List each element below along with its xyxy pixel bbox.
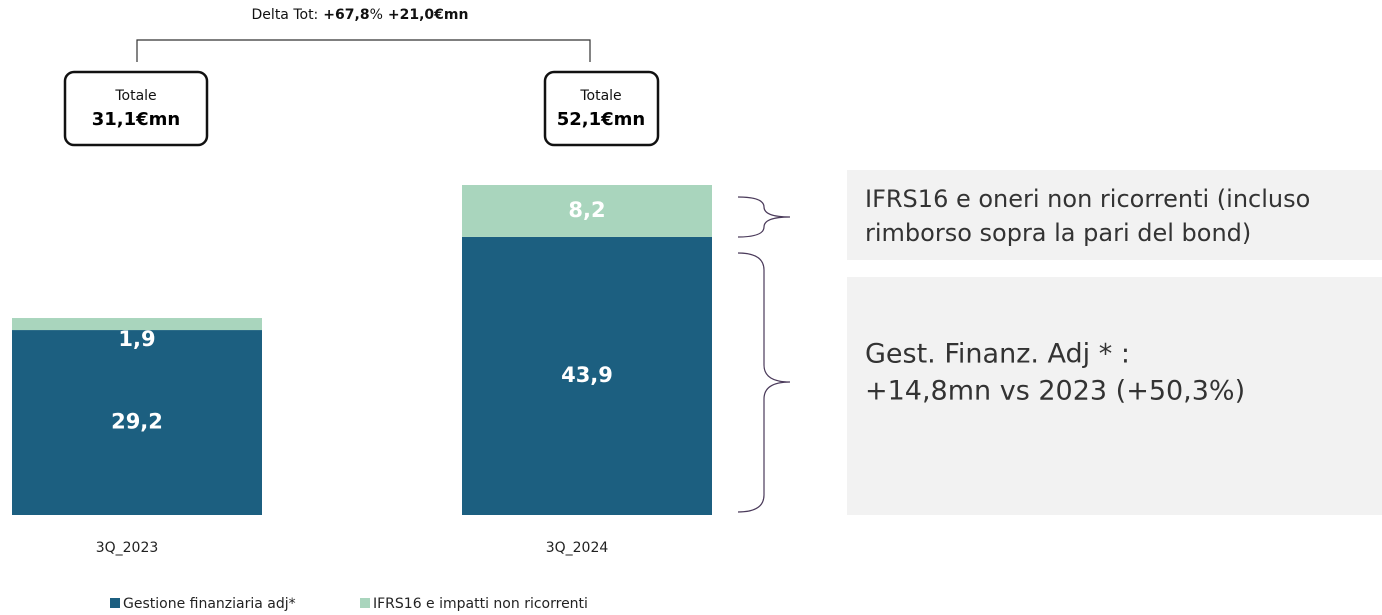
bar-segment bbox=[12, 330, 262, 515]
x-tick-label: 3Q_2024 bbox=[546, 540, 609, 556]
bar-segment bbox=[462, 236, 712, 515]
legend-label: IFRS16 e impatti non ricorrenti bbox=[373, 596, 588, 612]
delta-text: Delta Tot: +67,8% +21,0€mn bbox=[252, 7, 469, 23]
value-label: 29,2 bbox=[111, 410, 163, 434]
value-label: 8,2 bbox=[568, 198, 605, 222]
total-value: 31,1€mn bbox=[92, 109, 181, 130]
note-box bbox=[847, 170, 1382, 260]
x-tick-label: 3Q_2023 bbox=[96, 540, 159, 556]
note-box bbox=[847, 277, 1382, 515]
legend-swatch bbox=[110, 598, 120, 608]
delta-part: +21,0€mn bbox=[388, 7, 469, 23]
bar-segment bbox=[12, 318, 262, 331]
delta-part: +67,8 bbox=[323, 7, 369, 23]
total-box bbox=[63, 70, 209, 147]
note-text: rimborso sopra la pari del bond) bbox=[865, 219, 1251, 247]
bar-segment bbox=[462, 185, 712, 237]
delta-bracket bbox=[136, 39, 591, 62]
total-label: Totale bbox=[114, 88, 156, 104]
brace bbox=[737, 196, 791, 238]
total-box bbox=[543, 70, 660, 147]
legend-label: Gestione finanziaria adj* bbox=[123, 596, 296, 612]
note-text: +14,8mn vs 2023 (+50,3%) bbox=[865, 376, 1245, 407]
total-value: 52,1€mn bbox=[557, 109, 646, 130]
note-text: Gest. Finanz. Adj * : bbox=[865, 339, 1130, 370]
total-label: Totale bbox=[579, 88, 621, 104]
value-label: 1,9 bbox=[118, 327, 155, 351]
delta-part: Delta Tot: bbox=[252, 7, 319, 23]
brace bbox=[737, 252, 791, 513]
value-label: 43,9 bbox=[561, 363, 613, 387]
delta-part: % bbox=[370, 7, 383, 23]
legend-swatch bbox=[360, 598, 370, 608]
note-text: IFRS16 e oneri non ricorrenti (incluso bbox=[865, 185, 1310, 213]
